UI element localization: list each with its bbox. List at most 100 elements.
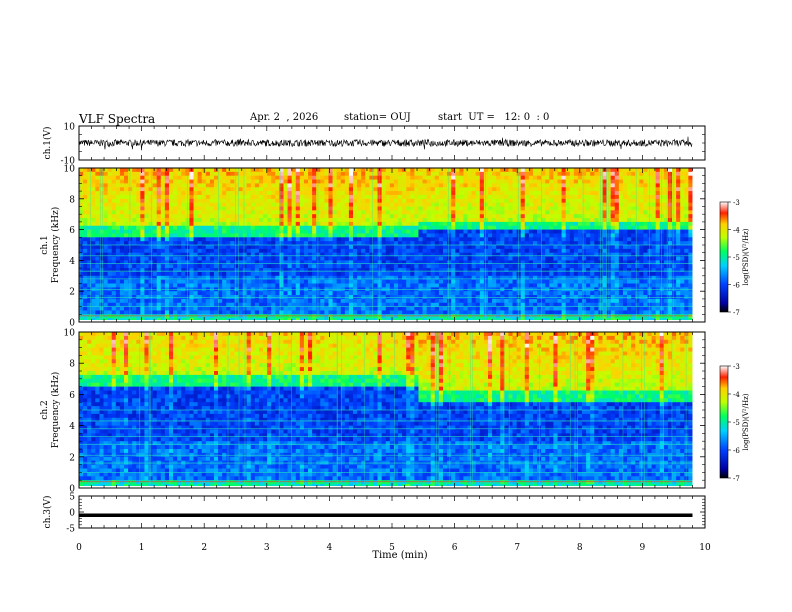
spectrogram-cell (271, 202, 276, 207)
spectrogram-cell (553, 194, 558, 200)
spectrogram-cell (164, 256, 170, 261)
spectrogram-cell (377, 271, 383, 277)
spectrogram-cell (455, 271, 460, 277)
spectrogram-cell (504, 314, 509, 319)
spectrogram-cell (434, 202, 440, 207)
spectrogram-cell (197, 194, 203, 200)
spectrogram-cell (324, 264, 329, 269)
spectrogram-cell (410, 245, 415, 250)
spectrogram-cell (177, 268, 182, 273)
spectrogram-cell (467, 191, 473, 196)
spectrogram-cell (181, 314, 186, 319)
spectrogram-cell (545, 171, 550, 177)
spectrogram-cell (267, 248, 272, 254)
spectrogram-cell (168, 279, 174, 284)
spectrogram-cell (87, 221, 92, 227)
spectrogram-cell (152, 279, 158, 284)
spectrogram-cell (303, 198, 309, 204)
spectrogram-cell (406, 206, 411, 211)
spectrogram-cell (164, 268, 170, 273)
spectrogram-cell (160, 318, 166, 320)
spectrogram-cell (447, 283, 452, 288)
spectrogram-cell (377, 194, 383, 200)
spectrogram-cell (136, 229, 141, 234)
spectrogram-cell (91, 168, 96, 173)
spectrogram-cell (230, 218, 235, 223)
spectrogram-cell (279, 221, 284, 227)
spectrogram-cell (406, 187, 411, 192)
spectrogram-cell (209, 256, 215, 261)
spectrogram-cell (340, 318, 346, 320)
spectrogram-cell (520, 283, 526, 288)
spectrogram-cell (512, 275, 518, 281)
spectrogram-cell (373, 225, 378, 230)
spectrogram-cell (152, 241, 158, 246)
spectrogram-cell (258, 202, 264, 207)
spectrogram-cell (295, 318, 301, 320)
spectrogram-cell (111, 202, 117, 207)
spectrogram-cell (324, 279, 329, 284)
spectrogram-cell (459, 210, 464, 215)
spectrogram-cell (344, 310, 350, 315)
spectrogram-cell (222, 298, 227, 304)
spectrogram-cell (479, 183, 485, 188)
spectrogram-cell (271, 291, 276, 296)
spectrogram-cell (361, 252, 366, 257)
spectrogram-cell (426, 252, 432, 257)
spectrogram-cell (308, 241, 313, 246)
spectrogram-cell (181, 198, 186, 204)
spectrogram-cell (87, 264, 92, 269)
spectrogram-cell (291, 268, 297, 273)
spectrogram-cell (398, 283, 403, 288)
spectrogram-cell (508, 241, 513, 246)
spectrogram-cell (557, 168, 562, 173)
spectrogram-cell (573, 291, 579, 296)
spectrogram-cell (414, 175, 419, 180)
spectrogram-cell (79, 252, 84, 257)
spectrogram-cell (226, 225, 231, 230)
spectrogram-cell (541, 187, 546, 192)
spectrogram-cell (537, 310, 542, 315)
spectrogram-cell (389, 256, 395, 261)
spectrogram-cell (467, 187, 473, 192)
spectrogram-cell (422, 233, 428, 238)
spectrogram-cell (140, 210, 145, 215)
spectrogram-cell (569, 245, 575, 250)
spectrogram-cell (308, 248, 313, 254)
spectrogram-cell (242, 306, 248, 311)
spectrogram-cell (520, 237, 526, 242)
spectrogram-cell (340, 245, 346, 250)
spectrogram-cell (99, 225, 104, 230)
spectrogram-cell (422, 187, 428, 192)
spectrogram-cell (561, 318, 567, 320)
spectrogram-cell (91, 221, 96, 227)
spectrogram-cell (393, 318, 399, 320)
spectrogram-cell (209, 306, 215, 311)
spectrogram-cell (263, 318, 268, 320)
spectrogram-cell (91, 306, 96, 311)
spectrogram-cell (164, 241, 170, 246)
spectrogram-cell (537, 187, 542, 192)
spectrogram-cell (512, 179, 518, 184)
spectrogram-cell (308, 206, 313, 211)
spectrogram-cell (332, 283, 338, 288)
spectrogram-cell (561, 252, 567, 257)
spectrogram-cell (459, 291, 464, 296)
spectrogram-cell (144, 264, 149, 269)
spectrogram-cell (512, 306, 518, 311)
spectrogram-cell (209, 233, 215, 238)
spectrogram-cell (512, 218, 518, 223)
spectrogram-cell (254, 210, 260, 215)
spectrogram-cell (565, 194, 571, 200)
spectrogram-cell (332, 175, 338, 180)
spectrogram-cell (107, 260, 113, 265)
spectrogram-cell (463, 248, 468, 254)
spectrogram-cell (402, 260, 407, 265)
spectrogram-cell (279, 194, 284, 200)
spectrogram-cell (283, 291, 288, 296)
spectrogram-cell (508, 279, 513, 284)
spectrogram-cell (144, 275, 149, 281)
spectrogram-cell (487, 283, 493, 288)
spectrogram-cell (336, 183, 342, 188)
spectrogram-cell (308, 194, 313, 200)
